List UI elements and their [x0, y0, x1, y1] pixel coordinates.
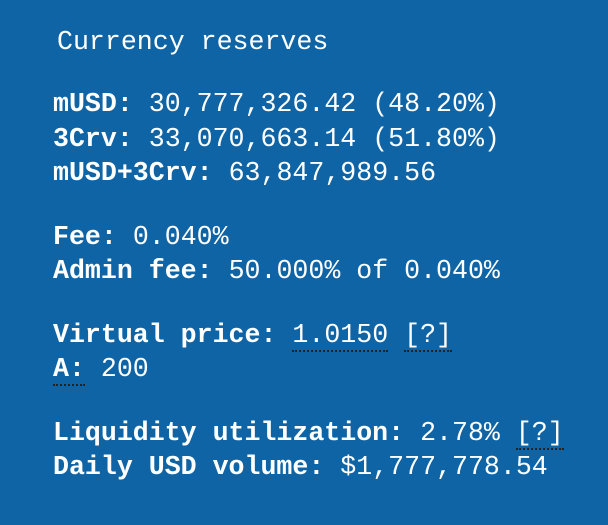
- row-value: 30,777,326.42 (48.20%): [148, 89, 500, 119]
- row-value: 2.78%: [420, 417, 500, 448]
- row-label: Fee:: [53, 221, 117, 252]
- reserve-groups: mUSD: 30,777,326.42 (48.20%) 3Crv: 33,07…: [53, 87, 564, 514]
- row: 3Crv: 33,070,663.14 (51.80%): [53, 122, 564, 157]
- price-group: Virtual price: 1.0150 [?] A: 200: [53, 318, 564, 387]
- row-value: 0.040%: [132, 221, 229, 252]
- row-value[interactable]: 1.0150: [292, 319, 389, 352]
- balances-group: mUSD: 30,777,326.42 (48.20%) 3Crv: 33,07…: [53, 87, 564, 191]
- row: Liquidity utilization: 2.78% [?]: [53, 416, 564, 451]
- row-label[interactable]: A:: [53, 354, 85, 386]
- row: Fee: 0.040%: [53, 220, 564, 255]
- panel-title: Currency reserves: [57, 27, 329, 57]
- row-label: Admin fee:: [53, 256, 213, 286]
- row-value: 63,847,989.56: [228, 158, 437, 188]
- row-label: Liquidity utilization:: [53, 417, 405, 448]
- row-label: Virtual price:: [53, 319, 277, 350]
- row-value: $1,777,778.54: [340, 452, 548, 482]
- row: Daily USD volume: $1,777,778.54: [53, 450, 564, 485]
- row: mUSD: 30,777,326.42 (48.20%): [53, 87, 564, 122]
- help-hint[interactable]: [?]: [515, 417, 564, 450]
- row-value: 33,070,663.14 (51.80%): [148, 123, 500, 154]
- fee-group: Fee: 0.040% Admin fee: 50.000% of 0.040%: [53, 220, 564, 289]
- row: A: 200: [53, 352, 564, 387]
- row-label: Daily USD volume:: [53, 452, 325, 482]
- help-hint[interactable]: [?]: [404, 319, 453, 352]
- row-value: 200: [100, 354, 149, 384]
- row-label: 3Crv:: [53, 123, 133, 154]
- row: Admin fee: 50.000% of 0.040%: [53, 254, 564, 289]
- row: Virtual price: 1.0150 [?]: [53, 318, 564, 353]
- row-label: mUSD+3Crv:: [53, 158, 213, 188]
- row: mUSD+3Crv: 63,847,989.56: [53, 156, 564, 191]
- row-label: mUSD:: [53, 89, 133, 119]
- row-value: 50.000% of 0.040%: [228, 256, 500, 286]
- volume-group: Liquidity utilization: 2.78% [?] Daily U…: [53, 416, 564, 485]
